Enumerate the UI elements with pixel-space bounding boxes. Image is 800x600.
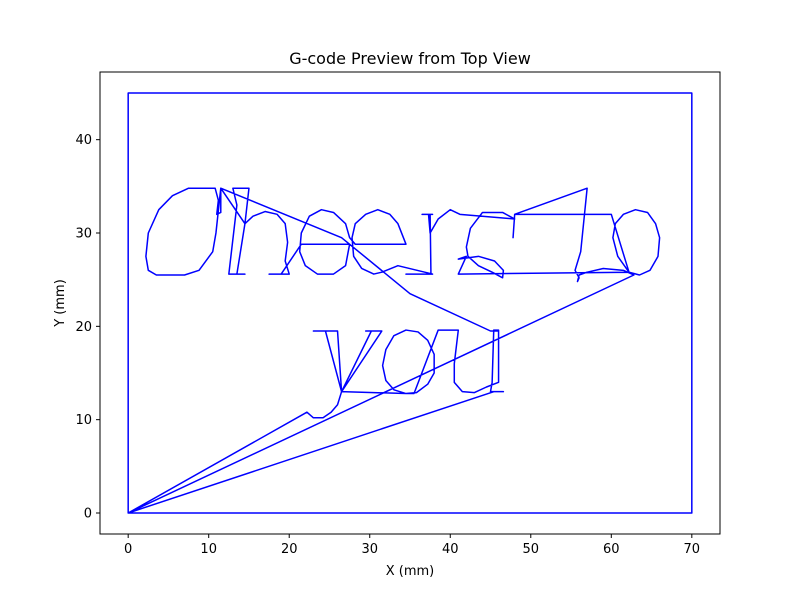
x-tick-label: 30 bbox=[361, 542, 378, 557]
axes-frame bbox=[99, 71, 721, 535]
x-tick-label: 40 bbox=[442, 542, 459, 557]
y-axis: 0 10 20 30 40 bbox=[75, 133, 100, 522]
y-tick-label: 0 bbox=[84, 507, 92, 522]
y-tick-label: 30 bbox=[75, 227, 92, 242]
x-tick-label: 20 bbox=[281, 542, 298, 557]
x-tick-label: 50 bbox=[523, 542, 540, 557]
plot-area bbox=[127, 92, 693, 514]
x-tick-label: 10 bbox=[200, 542, 217, 557]
y-tick-label: 10 bbox=[75, 413, 92, 428]
y-tick-label: 40 bbox=[75, 133, 92, 148]
chart-title: G-code Preview from Top View bbox=[289, 49, 531, 68]
toolpath-line-1 bbox=[127, 92, 693, 514]
y-axis-label: Y (mm) bbox=[53, 279, 68, 328]
y-tick-label: 20 bbox=[75, 320, 92, 335]
x-axis: 0 10 20 30 40 50 60 70 bbox=[124, 534, 700, 557]
x-tick-label: 0 bbox=[124, 542, 132, 557]
x-axis-label: X (mm) bbox=[386, 564, 435, 579]
x-tick-label: 60 bbox=[603, 542, 620, 557]
x-tick-label: 70 bbox=[684, 542, 701, 557]
